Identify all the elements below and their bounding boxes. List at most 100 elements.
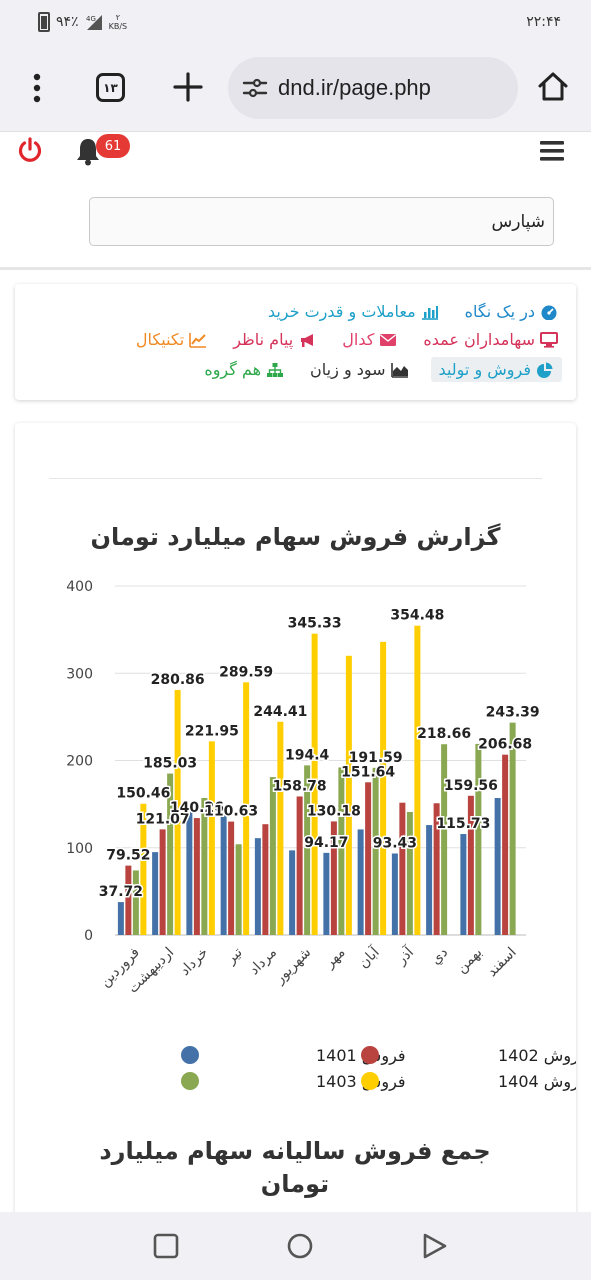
bar bbox=[167, 773, 174, 935]
data-label: 206.68 bbox=[478, 737, 532, 753]
recent-apps-icon[interactable] bbox=[152, 1232, 180, 1260]
more-options-icon[interactable] bbox=[30, 72, 44, 104]
data-label: 121.07 bbox=[136, 811, 190, 827]
desktop-icon bbox=[540, 331, 558, 348]
x-tick-label: اسفند bbox=[484, 945, 520, 981]
bar bbox=[414, 625, 421, 935]
bar bbox=[132, 870, 139, 935]
tab-label: سود و زیان bbox=[310, 360, 386, 379]
legend-label: فروش 1401 bbox=[316, 1046, 406, 1066]
data-label: 354.48 bbox=[390, 608, 444, 624]
tab-label: سهامداران عمده bbox=[423, 330, 535, 349]
tab-pie-chart[interactable]: فروش و تولید bbox=[430, 357, 562, 382]
bar-chart-icon bbox=[421, 305, 438, 320]
x-tick-label: مهر bbox=[321, 945, 348, 972]
network-speed: ۲ KB/S bbox=[109, 13, 128, 31]
data-label: 110.63 bbox=[204, 804, 258, 820]
url-text: dnd.ir/page.php bbox=[278, 75, 431, 100]
bar bbox=[311, 633, 318, 935]
legend-label: فروش 1404 bbox=[498, 1072, 576, 1092]
tab-row-1: در یک نگاه معاملات و قدرت خرید bbox=[264, 300, 562, 323]
envelope-icon bbox=[380, 333, 397, 346]
bar bbox=[372, 767, 379, 935]
legend-marker bbox=[361, 1072, 379, 1090]
bar bbox=[380, 641, 387, 935]
bar bbox=[254, 838, 261, 935]
tab-envelope[interactable]: کدال bbox=[338, 328, 401, 351]
bar bbox=[269, 777, 276, 935]
data-label: 345.33 bbox=[288, 616, 342, 632]
bar bbox=[220, 812, 227, 935]
bar bbox=[330, 821, 337, 935]
tab-sitemap[interactable]: هم گروه bbox=[200, 358, 288, 381]
bar bbox=[304, 765, 311, 935]
data-label: 191.59 bbox=[349, 750, 403, 766]
tab-dashboard[interactable]: در یک نگاه bbox=[461, 300, 562, 323]
legend-marker bbox=[181, 1046, 199, 1064]
new-tab-icon[interactable] bbox=[171, 70, 205, 104]
megaphone-icon bbox=[301, 333, 314, 347]
bar bbox=[277, 721, 284, 935]
address-bar[interactable]: dnd.ir/page.php bbox=[228, 57, 518, 119]
legend-marker bbox=[361, 1046, 379, 1064]
signal-icon: 4G bbox=[86, 15, 102, 30]
x-tick-label: خرداد bbox=[177, 945, 211, 979]
dashboard-icon bbox=[541, 305, 557, 320]
tab-bar-chart[interactable]: معاملات و قدرت خرید bbox=[264, 300, 443, 323]
tab-area-chart[interactable]: سود و زیان bbox=[306, 358, 413, 381]
system-navigation-bar bbox=[0, 1212, 591, 1280]
notifications-button[interactable]: 61 bbox=[74, 134, 134, 168]
bar bbox=[262, 824, 269, 935]
status-bar: ٩۴٪ 4G ۲ KB/S ۲۲:۴۴ bbox=[0, 0, 591, 44]
x-tick-label: دي bbox=[428, 945, 451, 968]
bar bbox=[433, 803, 440, 935]
bar bbox=[243, 682, 250, 935]
x-tick-label: آبان bbox=[355, 943, 384, 972]
x-tick-label: شهریور bbox=[271, 945, 314, 988]
browser-toolbar: ۱۳ dnd.ir/page.php bbox=[0, 44, 591, 132]
data-label: 140.26 bbox=[170, 800, 224, 816]
bar bbox=[357, 829, 364, 935]
y-tick-label: 400 bbox=[66, 579, 93, 595]
tab-switcher-button[interactable]: ۱۳ bbox=[96, 73, 125, 102]
network-type: 4G bbox=[86, 15, 96, 23]
data-label: 151.64 bbox=[341, 764, 395, 780]
site-header: 61 bbox=[0, 132, 591, 270]
bar bbox=[391, 853, 398, 935]
back-triangle-icon[interactable] bbox=[420, 1232, 448, 1260]
legend-marker bbox=[181, 1072, 199, 1090]
data-label: 218.66 bbox=[417, 726, 471, 742]
data-label: 79.52 bbox=[106, 848, 150, 864]
bar bbox=[140, 803, 147, 935]
tab-label: هم گروه bbox=[204, 360, 262, 379]
home-icon[interactable] bbox=[536, 70, 570, 104]
tab-label: پیام ناظر bbox=[233, 330, 294, 349]
logout-power-icon[interactable] bbox=[16, 136, 44, 164]
x-tick-label: تیر bbox=[222, 944, 245, 967]
tab-label: فروش و تولید bbox=[438, 360, 531, 379]
bar bbox=[426, 825, 433, 935]
tab-line-chart[interactable]: تکنیکال bbox=[132, 328, 211, 351]
bar bbox=[494, 798, 501, 935]
y-tick-label: 200 bbox=[66, 754, 93, 770]
tab-megaphone[interactable]: پیام ناظر bbox=[229, 328, 320, 351]
status-left: ٩۴٪ 4G ۲ KB/S bbox=[38, 12, 127, 32]
bar bbox=[208, 741, 215, 935]
tab-label: تکنیکال bbox=[135, 330, 185, 349]
site-settings-icon[interactable] bbox=[242, 77, 268, 99]
bar bbox=[365, 782, 372, 935]
line-chart-icon bbox=[189, 332, 207, 348]
bar bbox=[460, 834, 467, 935]
data-label: 221.95 bbox=[185, 723, 239, 739]
bar bbox=[406, 811, 413, 935]
home-circle-icon[interactable] bbox=[286, 1232, 314, 1260]
bar bbox=[475, 743, 482, 935]
tab-desktop[interactable]: سهامداران عمده bbox=[419, 328, 562, 351]
network-speed-value: ۲ bbox=[115, 13, 120, 22]
hamburger-menu-icon[interactable] bbox=[540, 140, 564, 162]
data-label: 158.78 bbox=[273, 778, 327, 794]
tab-count: ۱۳ bbox=[103, 80, 118, 95]
bar bbox=[201, 798, 208, 935]
tab-label: معاملات و قدرت خرید bbox=[267, 302, 416, 321]
symbol-search-input[interactable] bbox=[89, 197, 554, 246]
